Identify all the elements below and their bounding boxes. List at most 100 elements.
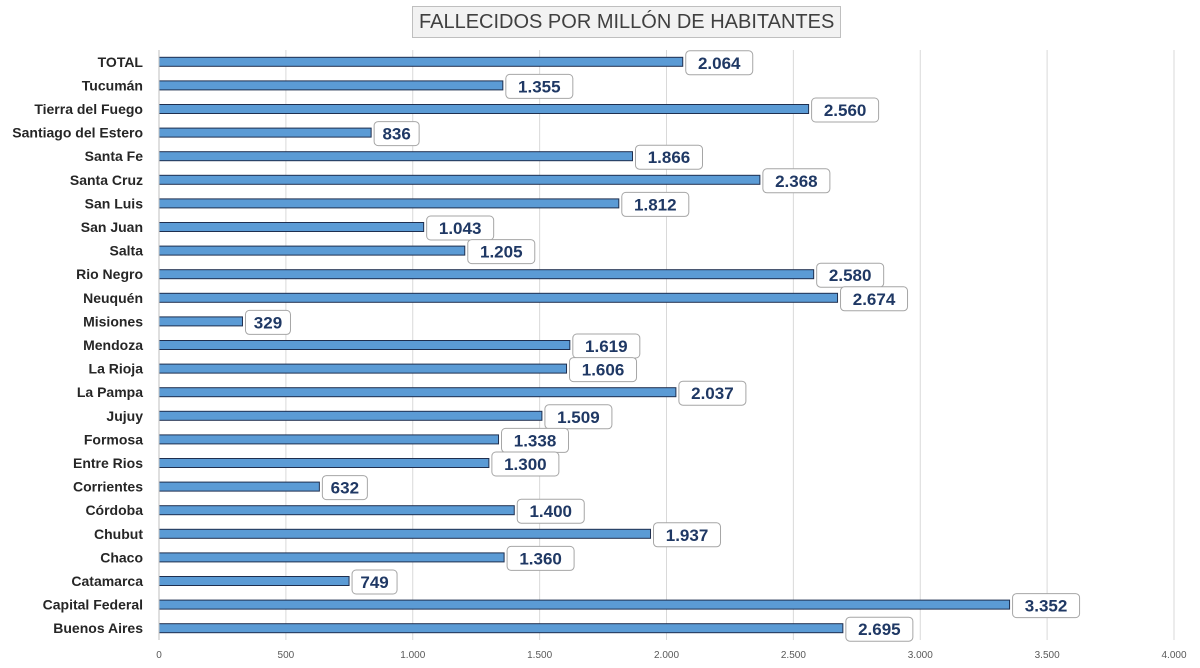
bar: [158, 80, 504, 91]
bar: [158, 552, 505, 563]
data-label: 3.352: [1025, 597, 1068, 616]
bar: [158, 269, 815, 280]
data-label-box: [321, 475, 368, 501]
bar: [158, 316, 243, 327]
data-label-box: [678, 380, 747, 406]
category-label: TOTAL: [98, 54, 144, 70]
data-label-box: [516, 498, 585, 524]
category-label: Tierra del Fuego: [34, 101, 143, 117]
category-label: Santa Cruz: [70, 172, 143, 188]
bar: [158, 198, 620, 209]
category-label: San Luis: [85, 195, 144, 211]
data-label-box: [244, 309, 291, 335]
x-tick-label: 4.000: [1161, 650, 1186, 661]
data-label-box: [634, 144, 703, 170]
category-label: Capital Federal: [43, 597, 143, 613]
category-label: Santa Fe: [85, 148, 144, 164]
bar: [158, 458, 490, 468]
category-label: Chubut: [94, 526, 143, 542]
chart-title: FALLECIDOS POR MILLÓN DE HABITANTES: [412, 6, 842, 38]
data-label: 1.043: [439, 219, 482, 238]
data-label: 2.064: [698, 54, 741, 73]
x-tick-label: 2.500: [781, 650, 806, 661]
data-label: 329: [254, 313, 282, 332]
bar: [158, 481, 320, 492]
bar: [158, 528, 652, 539]
x-tick-label: 2.000: [654, 650, 679, 661]
data-label-box: [811, 97, 880, 123]
data-label: 1.400: [529, 502, 572, 521]
data-label: 1.509: [557, 408, 600, 427]
bar: [158, 222, 425, 232]
category-label: Formosa: [84, 431, 143, 447]
data-label-box: [569, 357, 638, 383]
category-label: Neuquén: [83, 290, 143, 306]
category-label: Chaco: [100, 549, 143, 565]
category-label: Entre Rios: [73, 455, 143, 471]
x-tick-label: 1.000: [400, 650, 425, 661]
data-label: 2.037: [691, 384, 734, 403]
data-label: 1.812: [634, 195, 677, 214]
data-label-box: [762, 168, 831, 194]
data-label: 1.619: [585, 337, 628, 356]
data-label: 1.205: [480, 243, 523, 262]
bar: [158, 127, 372, 138]
data-label-box: [506, 545, 575, 571]
data-label: 1.360: [519, 549, 562, 568]
data-label-box: [426, 215, 495, 241]
bar: [158, 245, 466, 256]
category-label: Rio Negro: [76, 266, 143, 282]
data-label: 1.300: [504, 455, 547, 474]
bar: [158, 387, 677, 398]
data-label-box: [653, 522, 722, 548]
x-tick-label: 0: [156, 650, 162, 661]
data-label-box: [491, 451, 560, 477]
bar: [158, 363, 568, 374]
data-label: 2.560: [824, 101, 867, 120]
bar: [158, 104, 810, 114]
category-label: Buenos Aires: [53, 620, 143, 636]
bar: [158, 410, 543, 421]
category-label: Corrientes: [73, 479, 143, 495]
data-label: 1.937: [666, 526, 709, 545]
bar: [158, 292, 839, 303]
data-label-box: [351, 569, 398, 595]
category-label: San Juan: [81, 219, 143, 235]
data-label-box: [467, 239, 536, 265]
bar: [158, 505, 515, 516]
data-label: 2.368: [775, 172, 818, 191]
data-label: 1.355: [518, 77, 561, 96]
data-label-box: [840, 286, 909, 312]
bar: [158, 623, 844, 634]
data-label-box: [505, 73, 574, 99]
category-label: Catamarca: [71, 573, 143, 589]
bar: [158, 434, 500, 445]
category-label: Tucumán: [82, 77, 143, 93]
category-label: La Pampa: [77, 384, 143, 400]
data-label: 1.866: [648, 148, 691, 167]
data-label: 2.580: [829, 266, 872, 285]
data-label-box: [373, 121, 420, 147]
data-label: 749: [360, 573, 388, 592]
data-label: 2.695: [858, 620, 901, 639]
data-label-box: [621, 191, 690, 217]
data-label-box: [544, 404, 613, 430]
bar: [158, 576, 350, 586]
category-label: Misiones: [83, 313, 143, 329]
category-label: Mendoza: [83, 337, 143, 353]
data-label-box: [1012, 593, 1081, 619]
x-tick-label: 3.500: [1035, 650, 1060, 661]
data-label-box: [685, 50, 754, 76]
category-label: Jujuy: [106, 408, 143, 424]
bar: [158, 599, 1011, 610]
x-tick-label: 1.500: [527, 650, 552, 661]
category-label: Córdoba: [85, 502, 143, 518]
bar: [158, 151, 633, 162]
category-label: Salta: [110, 243, 144, 259]
category-label: Santiago del Estero: [12, 125, 143, 141]
bar: [158, 174, 761, 185]
x-tick-label: 3.000: [908, 650, 933, 661]
bar: [158, 340, 571, 350]
